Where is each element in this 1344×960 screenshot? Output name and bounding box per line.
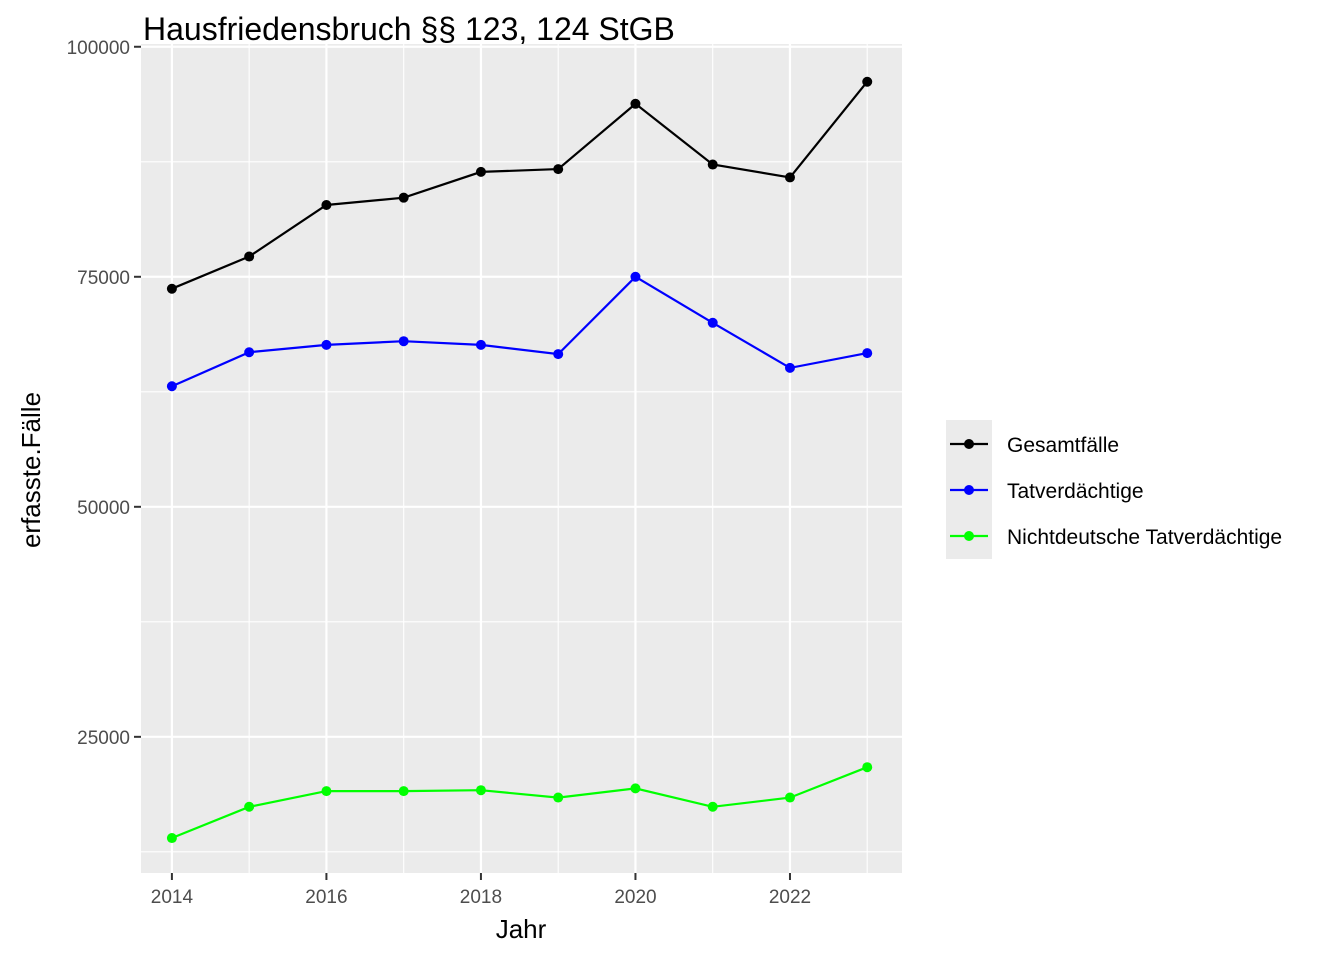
data-point xyxy=(244,251,255,262)
data-point xyxy=(553,349,564,360)
data-point xyxy=(244,801,255,812)
legend-key-point xyxy=(964,439,974,449)
data-point xyxy=(475,785,486,796)
data-point xyxy=(707,801,718,812)
legend-label: Gesamtfälle xyxy=(1007,434,1119,457)
data-point xyxy=(166,283,177,294)
y-tick-label: 75000 xyxy=(77,268,130,289)
major-gridlines xyxy=(141,44,902,873)
y-tick-label: 100000 xyxy=(67,38,130,59)
data-point xyxy=(862,76,873,87)
data-point xyxy=(707,159,718,170)
chart-title: Hausfriedensbruch §§ 123, 124 StGB xyxy=(143,11,675,47)
data-point xyxy=(321,339,332,350)
legend-key-point xyxy=(964,485,974,495)
plot-panel xyxy=(141,44,902,873)
data-point xyxy=(166,833,177,844)
series-layer xyxy=(166,76,873,844)
data-point xyxy=(553,164,564,175)
y-tick-label: 25000 xyxy=(77,728,130,749)
data-point xyxy=(784,792,795,803)
series-line-2 xyxy=(171,766,868,840)
data-point xyxy=(398,192,409,203)
data-point xyxy=(244,347,255,358)
minor-gridlines xyxy=(141,44,902,873)
legend-label: Tatverdächtige xyxy=(1007,480,1144,503)
data-point xyxy=(398,336,409,347)
series-line-0 xyxy=(171,81,869,290)
data-point xyxy=(862,762,873,773)
data-point xyxy=(784,172,795,183)
x-tick-label: 2016 xyxy=(305,887,347,908)
data-point xyxy=(166,381,177,392)
data-point xyxy=(862,348,873,359)
data-point xyxy=(553,792,564,803)
data-point xyxy=(707,317,718,328)
legend-key-point xyxy=(964,531,974,541)
x-tick-label: 2020 xyxy=(614,887,656,908)
axes: 2014 2016 2018 2020 2022 25000 50000 75000 10000… xyxy=(67,38,812,908)
data-point xyxy=(398,786,409,797)
data-point xyxy=(321,200,332,211)
data-point xyxy=(630,271,641,282)
series-line-1 xyxy=(171,275,868,388)
data-point xyxy=(630,98,641,109)
x-axis-title: Jahr xyxy=(496,914,547,944)
legend-label: Nichtdeutsche Tatverdächtige xyxy=(1007,526,1282,549)
data-point xyxy=(630,783,641,794)
data-point xyxy=(784,362,795,373)
data-point xyxy=(321,786,332,797)
legend: Gesamtfälle Tatverdächtige Nichtdeutsche T… xyxy=(946,420,1282,559)
x-tick-label: 2014 xyxy=(151,887,194,908)
y-axis-title: erfasste.Fälle xyxy=(16,392,46,548)
data-point xyxy=(475,339,486,350)
data-point xyxy=(475,166,486,177)
x-tick-label: 2018 xyxy=(460,887,502,908)
y-tick-label: 50000 xyxy=(77,498,130,519)
x-tick-label: 2022 xyxy=(769,887,811,908)
